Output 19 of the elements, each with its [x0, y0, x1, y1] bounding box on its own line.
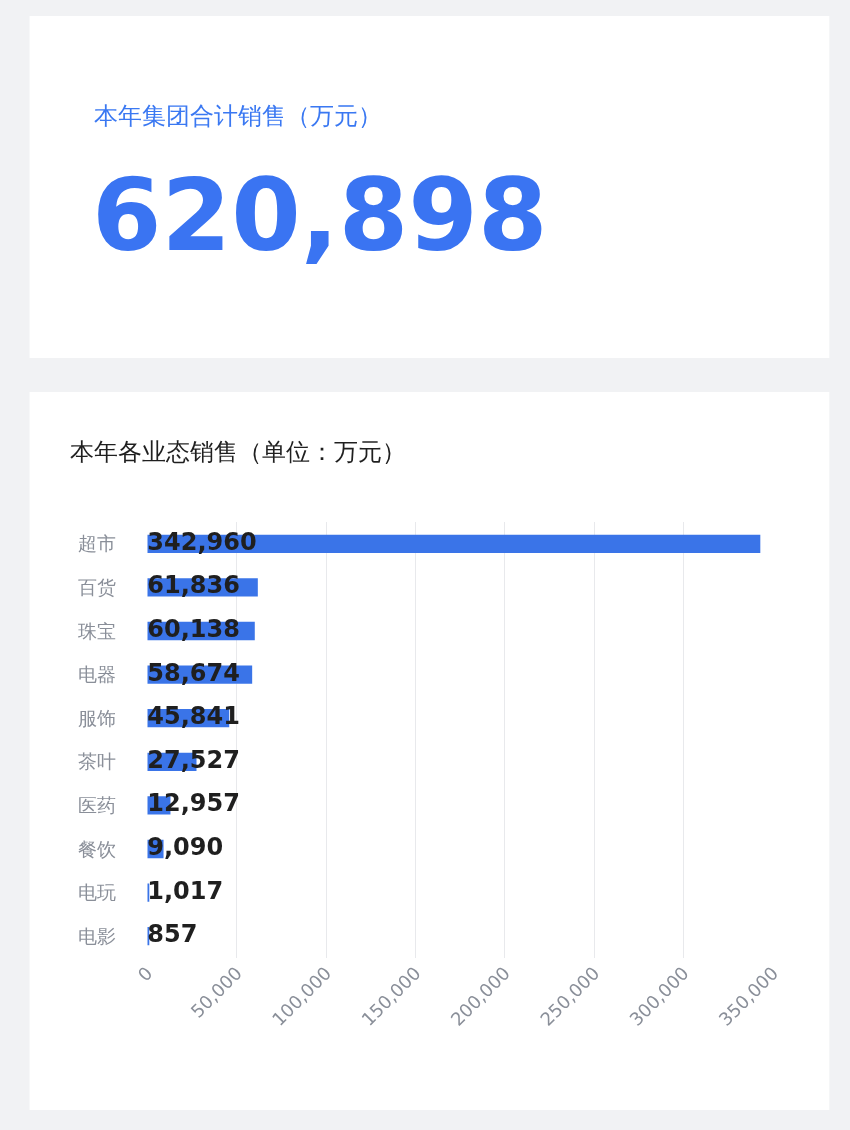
- data-label: 60,138: [147, 615, 240, 643]
- text: 本年集团合计销售（万元）: [94, 102, 382, 130]
- chart-title: 本年各业态销售（单位：万元）: [70, 438, 406, 466]
- data-label: 58,674: [147, 658, 240, 687]
- y-tick-label: 珠宝: [78, 619, 117, 642]
- y-tick-label: 医药: [78, 794, 117, 817]
- y-tick-label: 餐饮: [78, 837, 117, 860]
- y-tick-label: 电玩: [78, 881, 117, 904]
- y-tick-label: 超市: [78, 532, 117, 555]
- y-tick-label: 电器: [78, 663, 117, 686]
- y-tick-label: 电影: [78, 924, 117, 947]
- x-tick-label: 0: [133, 962, 157, 986]
- y-tick-label: 茶叶: [78, 750, 117, 773]
- data-label: 61,836: [147, 571, 240, 600]
- y-tick-label: 服饰: [78, 706, 117, 729]
- text: 620,898: [92, 157, 548, 274]
- data-label: 342,960: [147, 527, 257, 556]
- data-label: 1,017: [147, 876, 224, 905]
- y-tick-label: 百货: [78, 576, 117, 599]
